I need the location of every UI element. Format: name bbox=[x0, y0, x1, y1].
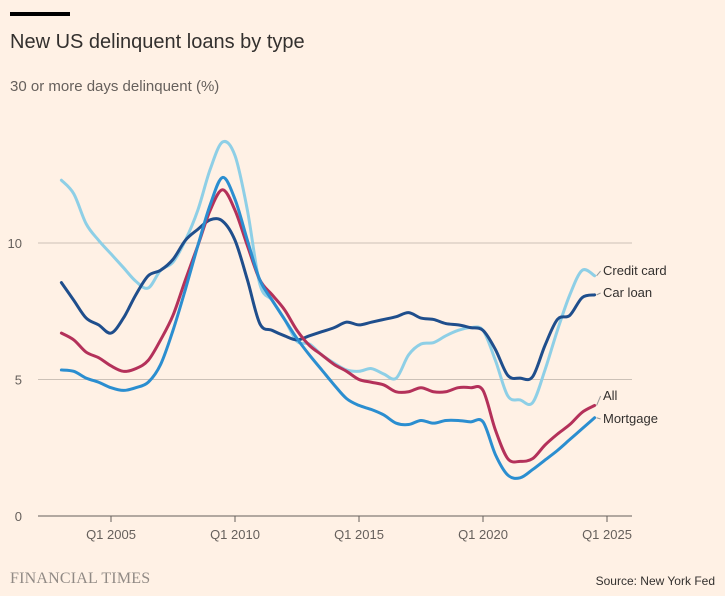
financial-times-logo: FINANCIAL TIMES bbox=[10, 570, 151, 587]
x-tick-label: Q1 2010 bbox=[210, 527, 260, 542]
y-tick-label: 10 bbox=[8, 236, 22, 251]
label-connector bbox=[596, 417, 601, 420]
ft-top-bar bbox=[10, 12, 70, 16]
label-connector bbox=[596, 292, 601, 296]
series-label-all: All bbox=[603, 388, 618, 403]
series-label-mortgage: Mortgage bbox=[603, 411, 658, 426]
series-label-car-loan: Car loan bbox=[603, 285, 652, 300]
chart-title: New US delinquent loans by type bbox=[10, 31, 305, 53]
y-tick-label: 5 bbox=[15, 373, 22, 388]
x-tick-label: Q1 2015 bbox=[334, 527, 384, 542]
source-note: Source: New York Fed bbox=[595, 574, 715, 588]
chart-subtitle: 30 or more days delinquent (%) bbox=[10, 78, 220, 95]
series-line-all bbox=[59, 188, 597, 464]
x-tick-label: Q1 2025 bbox=[582, 527, 632, 542]
label-connector bbox=[596, 395, 602, 406]
series-label-credit-card: Credit card bbox=[603, 263, 667, 278]
y-tick-label: 0 bbox=[15, 509, 22, 524]
x-tick-label: Q1 2020 bbox=[458, 527, 508, 542]
series-line-car-loan bbox=[59, 217, 597, 382]
label-connector bbox=[596, 270, 601, 277]
series-line-mortgage bbox=[59, 175, 597, 480]
x-tick-label: Q1 2005 bbox=[86, 527, 136, 542]
